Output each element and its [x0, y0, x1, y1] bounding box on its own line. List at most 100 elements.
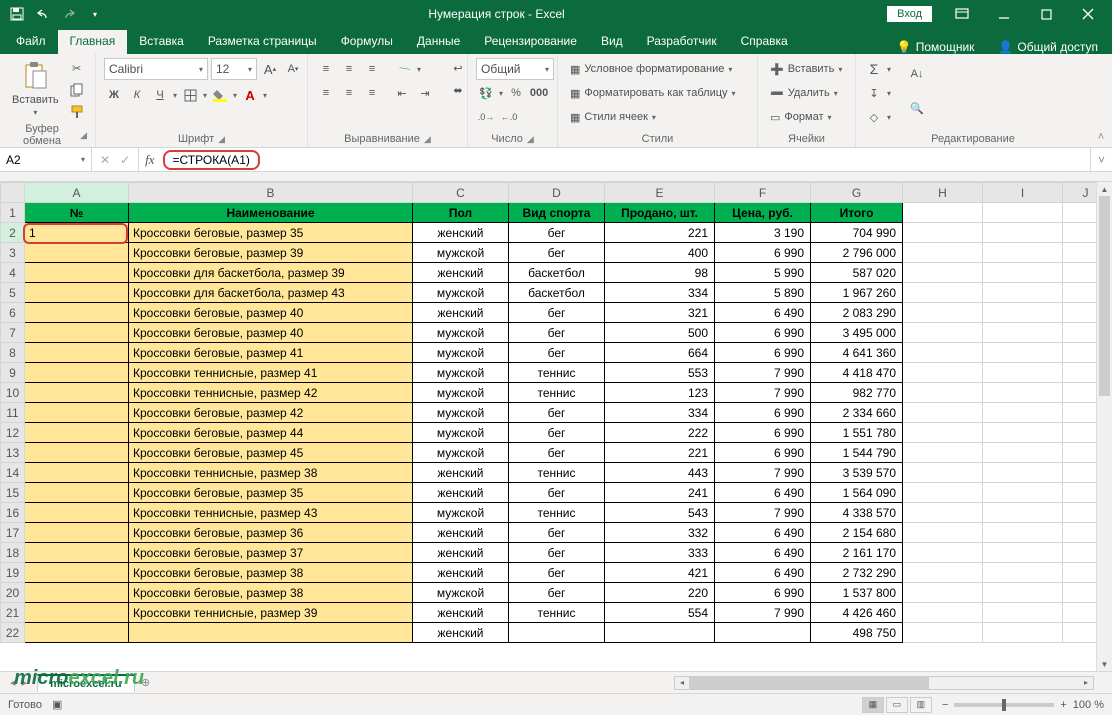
zoom-slider[interactable]: [954, 703, 1054, 707]
cell[interactable]: бег: [509, 343, 605, 363]
ribbon-tab-разработчик[interactable]: Разработчик: [635, 30, 729, 54]
redo-icon[interactable]: [58, 3, 80, 25]
cell[interactable]: Кроссовки теннисные, размер 41: [129, 363, 413, 383]
minimize-icon[interactable]: [984, 0, 1024, 28]
table-header-cell[interactable]: Пол: [413, 203, 509, 223]
cell[interactable]: 7 990: [715, 503, 811, 523]
conditional-formatting-button[interactable]: ▦Условное форматирование▾: [566, 58, 736, 80]
horizontal-scrollbar[interactable]: ◂ ▸: [674, 676, 1094, 690]
cell[interactable]: Кроссовки теннисные, размер 38: [129, 463, 413, 483]
cell[interactable]: 6 990: [715, 243, 811, 263]
row-header[interactable]: 7: [1, 323, 25, 343]
cell[interactable]: Кроссовки теннисные, размер 39: [129, 603, 413, 623]
decrease-decimal-icon[interactable]: ←.0: [499, 107, 519, 127]
row-header[interactable]: 19: [1, 563, 25, 583]
cell[interactable]: Кроссовки беговые, размер 40: [129, 303, 413, 323]
column-header[interactable]: E: [605, 183, 715, 203]
row-header[interactable]: 6: [1, 303, 25, 323]
cell[interactable]: 554: [605, 603, 715, 623]
login-button[interactable]: Вход: [887, 6, 932, 22]
cell[interactable]: [983, 343, 1063, 363]
cell[interactable]: [983, 423, 1063, 443]
formula-input[interactable]: =СТРОКА(A1): [161, 148, 1090, 171]
sort-filter-icon[interactable]: A↓: [903, 58, 931, 90]
cell[interactable]: мужской: [413, 363, 509, 383]
cell[interactable]: Кроссовки беговые, размер 40: [129, 323, 413, 343]
row-header[interactable]: 9: [1, 363, 25, 383]
cell[interactable]: [983, 283, 1063, 303]
cell[interactable]: теннис: [509, 363, 605, 383]
row-header[interactable]: 18: [1, 543, 25, 563]
cell[interactable]: Кроссовки беговые, размер 41: [129, 343, 413, 363]
dialog-launcher-icon[interactable]: ◢: [80, 130, 87, 141]
cell[interactable]: 443: [605, 463, 715, 483]
cell[interactable]: 333: [605, 543, 715, 563]
cell[interactable]: [25, 523, 129, 543]
cell[interactable]: [903, 603, 983, 623]
cell[interactable]: [903, 503, 983, 523]
align-middle-icon[interactable]: ≡: [339, 59, 359, 79]
row-header[interactable]: 1: [1, 203, 25, 223]
cell[interactable]: [25, 243, 129, 263]
cell[interactable]: бег: [509, 483, 605, 503]
cell[interactable]: женский: [413, 623, 509, 643]
cell[interactable]: бег: [509, 523, 605, 543]
spreadsheet-grid[interactable]: ABCDEFGHIJ1№НаименованиеПолВид спортаПро…: [0, 182, 1112, 671]
cell[interactable]: Кроссовки беговые, размер 36: [129, 523, 413, 543]
row-header[interactable]: 10: [1, 383, 25, 403]
cell[interactable]: 553: [605, 363, 715, 383]
cell[interactable]: бег: [509, 223, 605, 243]
cell[interactable]: [903, 623, 983, 643]
cell[interactable]: 5 890: [715, 283, 811, 303]
ribbon-tab-вид[interactable]: Вид: [589, 30, 635, 54]
cell[interactable]: [903, 563, 983, 583]
cell[interactable]: 123: [605, 383, 715, 403]
column-header[interactable]: D: [509, 183, 605, 203]
cell[interactable]: мужской: [413, 403, 509, 423]
cell[interactable]: Кроссовки беговые, размер 45: [129, 443, 413, 463]
cancel-formula-icon[interactable]: ✕: [100, 153, 110, 167]
enter-formula-icon[interactable]: ✓: [120, 153, 130, 167]
cell[interactable]: [903, 423, 983, 443]
accounting-icon[interactable]: 💱: [476, 83, 496, 103]
font-color-icon[interactable]: A: [240, 85, 260, 105]
row-header[interactable]: 5: [1, 283, 25, 303]
font-size-combo[interactable]: 12▾: [211, 58, 257, 80]
cell[interactable]: [605, 623, 715, 643]
cell[interactable]: [983, 403, 1063, 423]
cell[interactable]: баскетбол: [509, 263, 605, 283]
cell[interactable]: [983, 203, 1063, 223]
cell[interactable]: [983, 303, 1063, 323]
cell[interactable]: Кроссовки для баскетбола, размер 39: [129, 263, 413, 283]
row-header[interactable]: 17: [1, 523, 25, 543]
table-header-cell[interactable]: Итого: [811, 203, 903, 223]
zoom-level[interactable]: 100 %: [1073, 699, 1104, 711]
cell[interactable]: [983, 463, 1063, 483]
cell[interactable]: 3 495 000: [811, 323, 903, 343]
maximize-icon[interactable]: [1026, 0, 1066, 28]
cell[interactable]: [25, 583, 129, 603]
cell[interactable]: [25, 603, 129, 623]
vertical-scrollbar[interactable]: ▲ ▼: [1096, 182, 1112, 671]
cell[interactable]: 2 334 660: [811, 403, 903, 423]
fill-icon[interactable]: ↧: [864, 83, 884, 103]
ribbon-tab-справка[interactable]: Справка: [729, 30, 800, 54]
qat-customize-icon[interactable]: ▾: [84, 3, 106, 25]
cell[interactable]: [983, 483, 1063, 503]
cell[interactable]: мужской: [413, 503, 509, 523]
cell[interactable]: [903, 203, 983, 223]
cell[interactable]: бег: [509, 423, 605, 443]
cell[interactable]: [903, 303, 983, 323]
column-header[interactable]: F: [715, 183, 811, 203]
cell[interactable]: 1 551 780: [811, 423, 903, 443]
cell[interactable]: 7 990: [715, 383, 811, 403]
cell[interactable]: 221: [605, 223, 715, 243]
table-header-cell[interactable]: Вид спорта: [509, 203, 605, 223]
cell[interactable]: [983, 503, 1063, 523]
cell[interactable]: [983, 563, 1063, 583]
row-header[interactable]: 13: [1, 443, 25, 463]
cell[interactable]: 5 990: [715, 263, 811, 283]
dialog-launcher-icon[interactable]: ◢: [527, 134, 534, 145]
cell[interactable]: мужской: [413, 443, 509, 463]
dialog-launcher-icon[interactable]: ◢: [218, 134, 225, 145]
